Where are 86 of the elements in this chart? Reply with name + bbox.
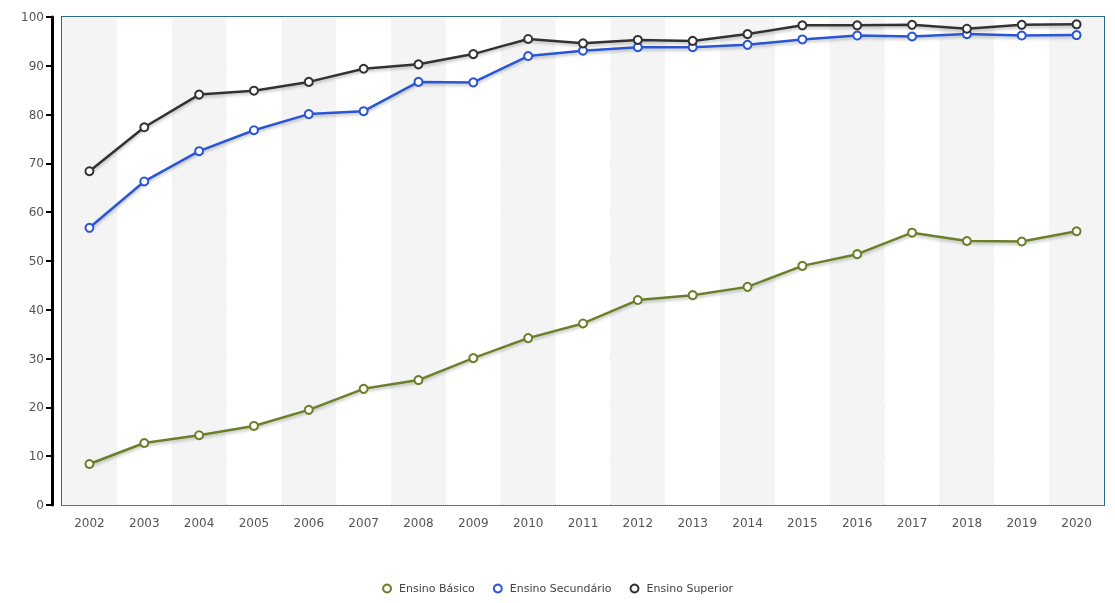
y-tick-label: 30 (28, 351, 44, 366)
point (139, 176, 150, 187)
point (742, 29, 753, 40)
point (797, 20, 808, 31)
point (194, 146, 205, 157)
y-tick-label: 80 (28, 107, 44, 122)
point (907, 31, 918, 42)
point (248, 125, 259, 136)
y-tick-label: 10 (28, 449, 44, 464)
point (907, 19, 918, 30)
point (578, 318, 588, 329)
point (248, 420, 259, 431)
x-tick-label: 2003 (128, 516, 160, 530)
point (1071, 30, 1082, 41)
point (413, 59, 424, 70)
y-tick-label: 0 (36, 498, 44, 512)
point (84, 166, 95, 177)
point (632, 34, 643, 45)
point (468, 353, 479, 364)
point (358, 106, 369, 117)
x-tick-label: 2005 (238, 516, 270, 530)
point (139, 438, 150, 449)
x-tick-label: 2013 (677, 516, 708, 530)
x-tick-label: 2006 (293, 516, 325, 530)
point (468, 49, 479, 60)
x-tick-label: 2019 (1006, 516, 1038, 530)
point (194, 430, 205, 441)
point (907, 227, 918, 238)
point (687, 35, 698, 46)
point (1016, 236, 1027, 247)
point (248, 85, 259, 96)
x-tick-label: 2012 (622, 516, 654, 530)
point (303, 109, 314, 120)
point (303, 404, 314, 415)
x-tick-label: 2008 (403, 516, 434, 530)
point (84, 459, 95, 470)
x-tick-label: 2016 (841, 516, 873, 530)
point (742, 281, 753, 292)
legend-label: Ensino Básico (399, 582, 476, 595)
x-tick-label: 2020 (1061, 516, 1092, 530)
point (523, 51, 534, 62)
y-tick-label: 100 (21, 10, 44, 24)
point (1071, 226, 1082, 237)
x-tick-label: 2002 (74, 516, 105, 530)
point (413, 76, 424, 87)
x-tick-label: 2011 (567, 516, 599, 530)
point (632, 295, 643, 306)
point (468, 77, 479, 88)
y-tick-label: 60 (28, 205, 44, 220)
point (523, 333, 534, 344)
point (852, 249, 863, 260)
x-tick-label: 2004 (183, 516, 215, 530)
point (1071, 19, 1082, 30)
point (578, 38, 588, 49)
y-tick-label: 70 (28, 156, 44, 171)
point (1016, 19, 1027, 30)
legend-label: Ensino Secundário (509, 582, 612, 595)
y-tick-label: 50 (28, 254, 44, 268)
x-tick-label: 2007 (348, 516, 379, 530)
point (413, 375, 424, 386)
point (358, 63, 369, 74)
point (742, 39, 753, 50)
point (852, 20, 863, 31)
point (139, 122, 150, 133)
point (797, 34, 808, 45)
x-tick-label: 2018 (951, 516, 983, 530)
point (852, 30, 863, 41)
point (523, 33, 534, 44)
y-tick-label: 20 (28, 400, 44, 415)
x-tick-label: 2009 (458, 516, 489, 530)
point (687, 290, 698, 301)
x-tick-label: 2017 (896, 516, 928, 530)
point (797, 260, 808, 271)
point (194, 89, 205, 100)
y-tick-label: 40 (28, 302, 44, 317)
point (961, 23, 972, 34)
point (303, 76, 314, 87)
point (84, 222, 95, 233)
point (358, 383, 369, 394)
x-tick-label: 2015 (787, 516, 818, 530)
y-tick-label: 90 (28, 58, 44, 73)
legend-label: Ensino Superior (646, 582, 734, 595)
point (1016, 30, 1027, 41)
x-tick-label: 2014 (732, 516, 763, 530)
point (961, 235, 972, 246)
x-tick-label: 2010 (512, 516, 544, 530)
